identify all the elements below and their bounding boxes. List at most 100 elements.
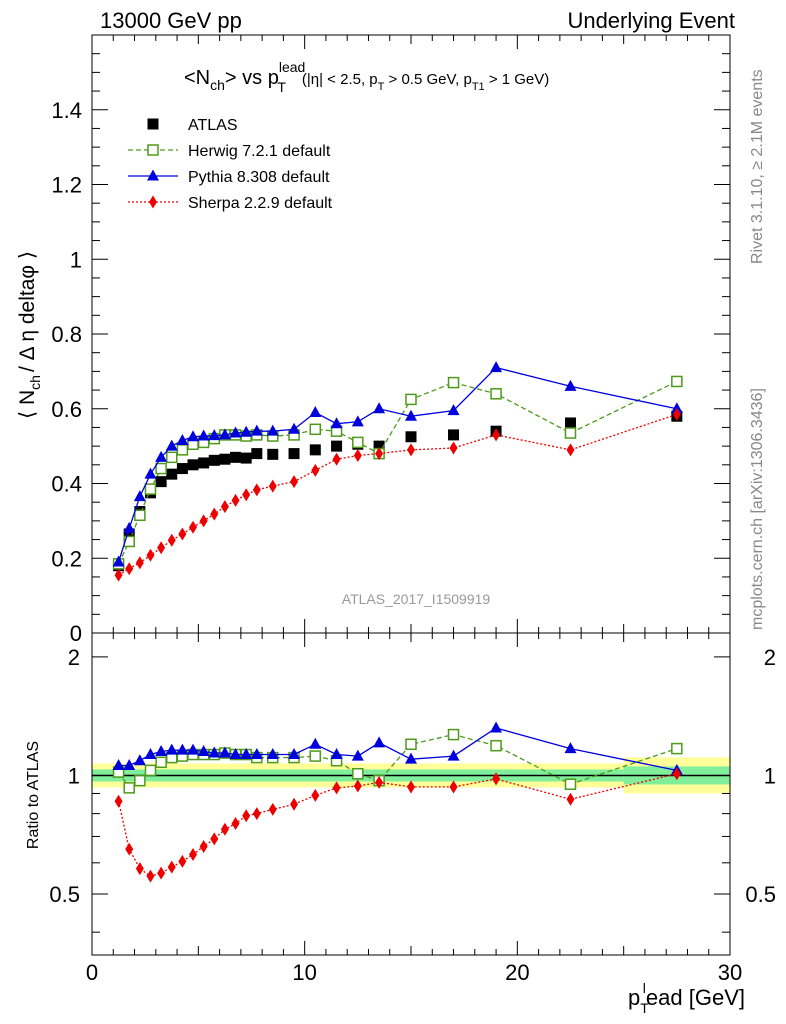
data-point — [266, 748, 279, 760]
data-point — [375, 447, 384, 461]
data-point — [176, 434, 189, 446]
data-point — [564, 742, 577, 754]
x-tick-label: 0 — [86, 960, 98, 985]
data-point — [189, 847, 198, 861]
data-point — [208, 746, 221, 758]
data-point — [229, 748, 242, 760]
data-point — [240, 748, 253, 760]
legend-marker — [147, 118, 159, 130]
data-point — [309, 750, 322, 762]
ratio-plot-series — [112, 721, 683, 883]
data-point — [123, 535, 135, 548]
data-point — [166, 468, 178, 480]
data-point — [199, 840, 208, 854]
data-point — [405, 738, 417, 751]
y-axis-label-ratio: Ratio to ATLAS — [25, 741, 42, 849]
data-point — [353, 448, 362, 462]
data-point — [309, 423, 322, 436]
data-point — [157, 541, 166, 555]
data-point — [176, 463, 188, 475]
data-point — [373, 402, 386, 414]
data-point — [155, 450, 168, 462]
series-pythia-8-308-default — [112, 361, 683, 567]
data-point — [155, 462, 167, 475]
data-point — [157, 866, 166, 880]
data-point — [252, 483, 261, 497]
data-point — [208, 429, 221, 441]
y-tick-label-main: 1.2 — [51, 173, 82, 198]
y-tick-label-main: 0.8 — [51, 322, 82, 347]
data-point — [373, 736, 386, 748]
legend-item-atlas: ATLAS — [147, 117, 238, 134]
data-point — [311, 463, 320, 477]
data-point — [166, 451, 178, 464]
y-tick-label-main: 0.2 — [51, 546, 82, 571]
x-tick-label: 30 — [718, 960, 742, 985]
data-point — [290, 797, 299, 811]
data-point — [268, 802, 277, 816]
series-line — [118, 380, 678, 565]
data-point — [330, 417, 343, 429]
title-cuts-sub2: T1 — [472, 81, 485, 93]
data-point — [123, 782, 135, 794]
data-point — [146, 548, 155, 562]
data-point — [219, 453, 231, 465]
data-point — [250, 748, 263, 760]
data-point — [123, 758, 136, 770]
x-axis-ticks: 0 10 20 30 — [86, 35, 742, 985]
data-point — [332, 781, 341, 795]
title-sub2: T — [277, 79, 286, 95]
data-point — [447, 728, 460, 741]
data-point — [187, 743, 200, 755]
series-sherpa-2-2-9-default — [114, 407, 681, 582]
legend-item-pythia-8-308-default: Pythia 8.308 default — [128, 169, 330, 186]
data-point — [375, 775, 384, 789]
data-point — [448, 429, 460, 441]
data-point — [242, 488, 251, 502]
data-point — [210, 832, 219, 846]
data-point — [251, 448, 263, 460]
title-cuts: (|η| < 2.5, p — [302, 71, 378, 88]
data-point — [125, 842, 134, 856]
mcplots-label: mcplots.cern.ch [arXiv:1306.3436] — [749, 388, 766, 630]
data-point — [566, 443, 575, 457]
data-point — [218, 746, 231, 758]
y-axis-label-main: ⟨ Nch/ Δ η deltaφ ⟩ — [16, 251, 43, 419]
data-point — [144, 483, 157, 495]
y-tick-label-ratio: 2 — [68, 645, 80, 670]
data-point — [197, 745, 210, 757]
data-point — [187, 459, 199, 471]
data-point — [405, 752, 417, 764]
data-point — [449, 780, 458, 794]
data-point — [240, 452, 252, 464]
series-sherpa-2-2-9-default — [114, 767, 681, 883]
data-point — [114, 568, 123, 582]
data-point — [566, 792, 575, 806]
data-point — [447, 749, 460, 761]
data-point — [288, 448, 300, 460]
y-tick-label-ratio: 1 — [68, 763, 80, 788]
data-point — [330, 748, 343, 760]
data-point — [165, 743, 178, 755]
data-point — [134, 509, 146, 522]
title-cuts-mid: > 0.5 GeV, p — [384, 71, 471, 88]
data-point — [144, 764, 157, 777]
data-point — [447, 404, 460, 416]
data-point — [351, 415, 364, 427]
data-point — [220, 500, 229, 514]
data-point — [210, 507, 219, 521]
data-point — [671, 742, 683, 755]
title-prefix: <N — [184, 67, 210, 89]
data-point — [671, 375, 683, 388]
data-point — [332, 452, 341, 466]
plot-title: <Nch> vs plead T (|η| < 2.5, pT > 0.5 GeV,… — [184, 59, 549, 95]
y-tick-label-main: 0 — [70, 621, 82, 646]
data-point — [144, 748, 157, 760]
data-point — [564, 778, 577, 790]
series-herwig-7-2-1-default — [112, 375, 683, 570]
data-point — [114, 794, 123, 808]
data-point — [135, 556, 144, 570]
title-sub: ch — [210, 77, 225, 93]
header-left: 13000 GeV pp — [100, 8, 242, 33]
